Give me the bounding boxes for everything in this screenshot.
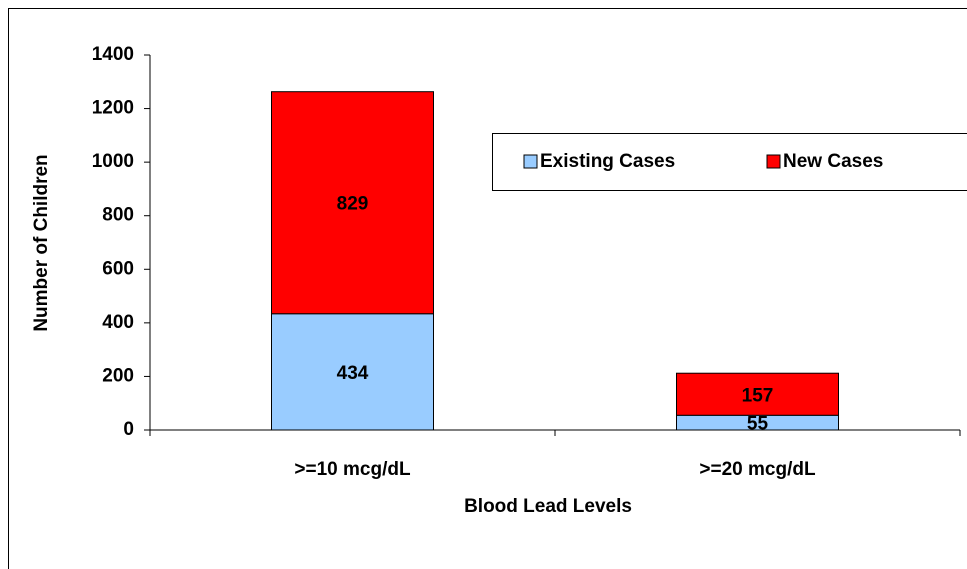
data-label: 55	[747, 414, 769, 435]
bar-segment	[271, 91, 434, 315]
bar-segment	[676, 372, 839, 416]
data-label: 157	[742, 385, 774, 406]
x-tick-label: >=10 mcg/dL	[294, 459, 411, 480]
legend-box	[492, 133, 967, 191]
x-axis-label: Blood Lead Levels	[464, 496, 632, 517]
x-tick-label: >=20 mcg/dL	[699, 459, 816, 480]
legend-label: Existing Cases	[540, 151, 675, 172]
y-tick-label: 800	[102, 205, 134, 226]
y-tick-label: 400	[102, 312, 134, 333]
data-label: 829	[337, 194, 369, 215]
y-tick-label: 0	[123, 419, 134, 440]
data-label: 434	[337, 363, 369, 384]
y-tick-label: 1200	[92, 98, 134, 119]
chart-frame	[8, 8, 967, 569]
legend-label: New Cases	[783, 151, 883, 172]
y-tick-label: 1000	[92, 151, 134, 172]
y-tick-label: 200	[102, 365, 134, 386]
legend-swatch	[766, 154, 781, 169]
bar-segment	[271, 313, 434, 431]
legend-swatch	[523, 154, 538, 169]
y-axis-label: Number of Children	[31, 154, 52, 331]
y-tick-label: 1400	[92, 44, 134, 65]
y-tick-label: 600	[102, 258, 134, 279]
